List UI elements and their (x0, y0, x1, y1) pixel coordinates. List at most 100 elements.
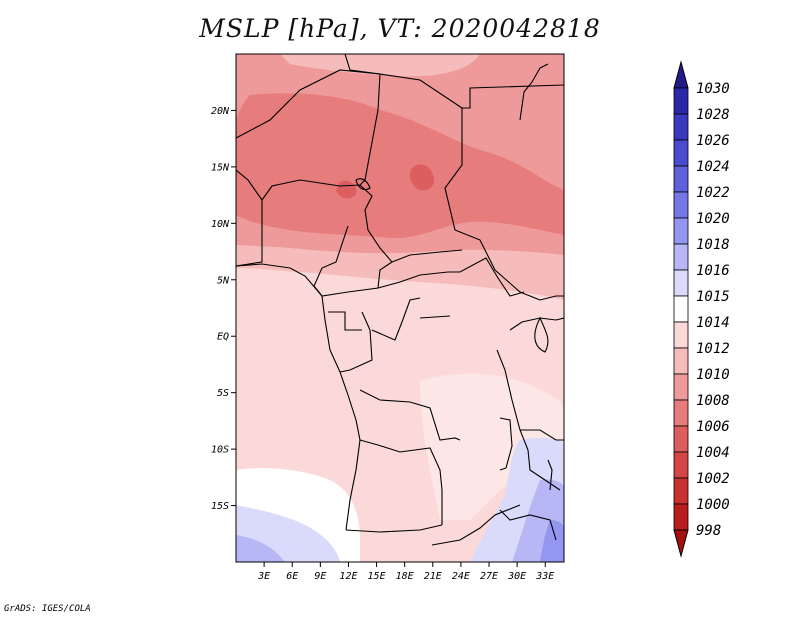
field-1004-core-a (409, 164, 435, 191)
border-algeria-libya (344, 54, 381, 75)
border-car-drc (377, 257, 525, 297)
lon-tick-label: 6E (286, 571, 298, 582)
lake-malawi (547, 459, 553, 491)
border-angola-namibia (345, 524, 443, 533)
colorbar-level-label: 1022 (696, 185, 730, 201)
colorbar-top-arrow (673, 60, 689, 89)
field-1010-north (280, 54, 480, 77)
coastline-west (321, 295, 361, 531)
colorbar-level-label: 1020 (696, 211, 730, 227)
colorbar-cell (673, 373, 689, 401)
colorbar-cell (673, 425, 689, 453)
border-libya-sudan (462, 84, 564, 109)
border-drc-angola (359, 389, 461, 441)
colorbar-cell (673, 399, 689, 427)
colorbar-level-label: 998 (696, 523, 721, 539)
colorbar-level-label: 1004 (696, 445, 730, 461)
colorbar-level-label: 1002 (696, 471, 730, 487)
border-malawi (527, 449, 561, 491)
lon-tick-label: 12E (339, 571, 357, 582)
colorbar-bottom-arrow (673, 529, 689, 558)
colorbar-level-label: 1006 (696, 419, 730, 435)
lat-tick-label: 15S (211, 501, 229, 512)
lon-tick-label: 30E (507, 571, 526, 582)
lon-tick-label: 33E (535, 571, 554, 582)
longitude-axis: 3E 6E 9E 12E 15E 18E 21E 24E 27E 30E 33E (257, 562, 554, 582)
colorbar-cell (673, 347, 689, 375)
colorbar-level-label: 1018 (696, 237, 730, 253)
field-1018-se (540, 520, 564, 562)
lat-tick-label: 5S (217, 388, 229, 399)
colorbar-level-label: 1012 (696, 341, 730, 357)
border-rift-west (496, 349, 529, 451)
lon-tick-label: 18E (396, 571, 414, 582)
colorbar-level-label: 1000 (696, 497, 730, 513)
lat-tick-label: 5N (217, 275, 230, 286)
lat-tick-label: 10N (211, 219, 230, 230)
lat-tick-label: 20N (211, 106, 230, 117)
lon-tick-label: 9E (314, 571, 326, 582)
border-angola-zambia (359, 439, 443, 525)
field-1013 (420, 373, 564, 520)
colorbar-cell (673, 191, 689, 219)
colorbar-level-label: 1028 (696, 107, 730, 123)
colorbar-cell (673, 113, 689, 141)
colorbar-level-label: 1008 (696, 393, 730, 409)
lon-tick-label: 27E (480, 571, 498, 582)
coastline-gulf (236, 263, 323, 297)
lon-tick-label: 24E (452, 571, 470, 582)
border-zambia-zimbabwe (431, 504, 521, 546)
border-nigeria-niger (236, 169, 463, 263)
colorbar-level-label: 1024 (696, 159, 730, 175)
colorbar-cell (673, 321, 689, 349)
colorbar-level-label: 1014 (696, 315, 730, 331)
border-congo-drc (371, 297, 421, 341)
lat-tick-label: 15N (211, 162, 230, 173)
colorbar: 1030 1028 1026 1024 1022 1020 1018 1016 1015 1014… (673, 60, 730, 558)
colorbar-cell (673, 477, 689, 505)
border-mozambique-zimbabwe (499, 509, 557, 541)
river-segment (419, 315, 451, 319)
colorbar-cell (673, 217, 689, 245)
field-1006 (236, 93, 564, 239)
field-1016-sw (236, 535, 285, 562)
colorbar-cell (673, 269, 689, 297)
border-algeria-niger (236, 69, 463, 139)
lon-tick-label: 3E (257, 571, 270, 582)
border-benin (236, 200, 263, 267)
lon-tick-label: 15E (368, 571, 386, 582)
border-tanzania-mozambique (520, 429, 564, 441)
map-frame (235, 53, 565, 563)
lake-victoria (534, 316, 549, 353)
lat-tick-label: EQ (217, 332, 229, 343)
colorbar-cell (673, 451, 689, 479)
pressure-field (236, 54, 564, 562)
colorbar-level-label: 1026 (696, 133, 730, 149)
lat-tick-label: 10S (211, 445, 229, 456)
latitude-axis: 20N 15N 10N 5N EQ 5S 10S 15S (211, 106, 236, 512)
colorbar-level-label: 1015 (696, 289, 730, 305)
coast-red-sea (519, 63, 549, 121)
colorbar-cell (673, 139, 689, 167)
colorbar-level-label: 1016 (696, 263, 730, 279)
colorbar-cell (673, 165, 689, 193)
grads-footer: GrADS: IGES/COLA (4, 604, 91, 614)
colorbar-cell (673, 503, 689, 531)
colorbar-cell (673, 243, 689, 271)
border-niger-chad (359, 73, 381, 186)
colorbar-level-label: 1030 (696, 81, 730, 97)
country-borders (236, 54, 564, 546)
lake-chad (355, 178, 371, 191)
lake-tanganyika (499, 417, 513, 471)
border-ethiopia (539, 295, 564, 301)
border-chad-sudan (444, 108, 541, 301)
border-eq-guinea-gabon (328, 311, 362, 331)
colorbar-level-label: 1010 (696, 367, 730, 383)
colorbar-cell (673, 295, 689, 323)
border-gabon-congo (339, 311, 373, 373)
chart-title: MSLP [hPa], VT: 2020042818 (199, 14, 601, 43)
lon-tick-label: 21E (424, 571, 442, 582)
field-1008-ne (468, 80, 564, 141)
colorbar-cell (673, 87, 689, 115)
